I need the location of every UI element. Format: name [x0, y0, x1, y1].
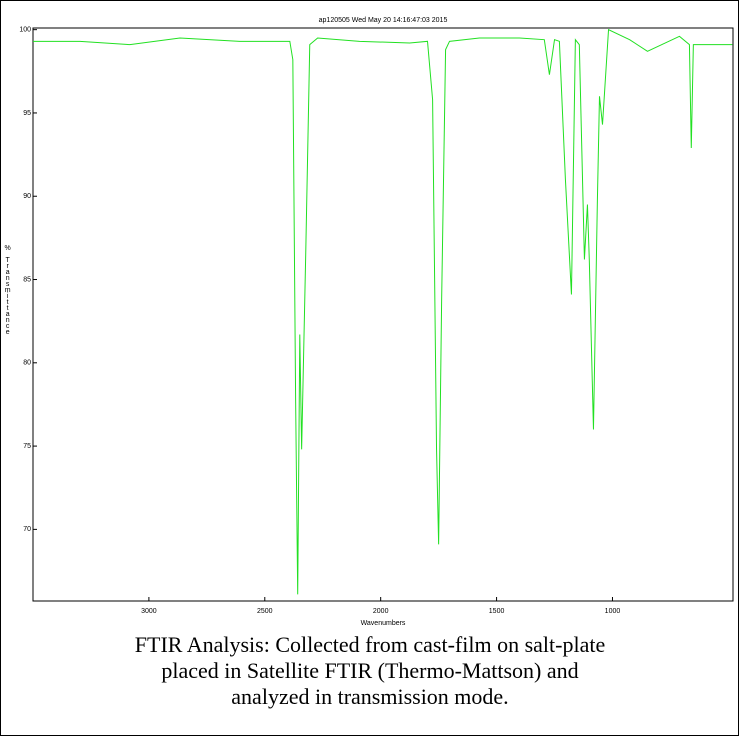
caption: FTIR Analysis: Collected from cast-film …	[134, 632, 606, 709]
x-tick-label: 1000	[605, 608, 621, 615]
y-tick-label: 90	[23, 193, 31, 200]
y-axis-label: % Transmittance	[4, 245, 11, 335]
x-tick-label: 3000	[141, 608, 157, 615]
x-tick-label: 2000	[373, 608, 389, 615]
plot-frame	[32, 27, 734, 602]
y-tick-label: 70	[23, 526, 31, 533]
y-tick-label: 95	[23, 110, 31, 117]
y-tick-label: 85	[23, 276, 31, 283]
y-tick-label: 100	[19, 27, 31, 34]
spectrum-line	[33, 28, 733, 595]
x-axis-label: Wavenumbers	[361, 620, 406, 627]
y-tick-label: 75	[23, 443, 31, 450]
x-tick-label: 1500	[489, 608, 505, 615]
chart-title: ap120505 Wed May 20 14:16:47:03 2015	[319, 17, 448, 24]
y-tick-label: 80	[23, 360, 31, 367]
x-tick-label: 2500	[257, 608, 273, 615]
